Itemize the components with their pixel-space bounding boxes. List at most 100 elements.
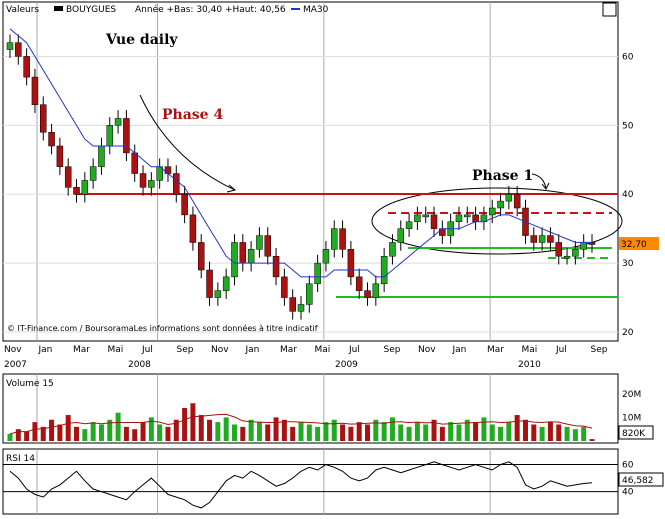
candle-body (355, 276, 363, 291)
volume-bar (381, 422, 387, 441)
month-tick-label: Mai (108, 345, 124, 355)
candle-body (339, 228, 346, 250)
volume-bar (49, 419, 55, 441)
phase4-arrow (139, 94, 236, 191)
volume-bar (240, 426, 246, 441)
candle-body (538, 235, 546, 243)
candle-body (106, 125, 114, 147)
volume-bar (215, 422, 221, 441)
volume-bar (406, 426, 412, 441)
volume-bar (547, 422, 553, 441)
header-label: Valeurs (6, 5, 39, 15)
volume-bar (223, 417, 229, 441)
last-price-badge (619, 237, 659, 250)
volume-last-value: 820K (622, 429, 646, 439)
ma-line-group (9, 28, 592, 278)
candle-body (139, 173, 147, 188)
month-tick-label: Sep (591, 345, 608, 355)
ma-swatch (291, 8, 300, 10)
phase1-arrowhead (541, 182, 550, 190)
header-stats: Année +Bas: 30,40 +Haut: 40,56 (135, 4, 286, 15)
phase1-arrow (531, 173, 547, 190)
candle-body (397, 228, 405, 243)
candle-body (23, 56, 30, 78)
volume-bar (431, 419, 437, 441)
volume-bar (456, 424, 462, 441)
candle-body (472, 214, 479, 223)
price-y-tick: 40 (622, 190, 634, 200)
volume-bar (290, 426, 296, 441)
volume-bar (373, 419, 379, 441)
candle-body (64, 166, 72, 188)
volume-bar (414, 422, 420, 441)
candle-body (505, 193, 513, 202)
header-ticker: BOUYGUES (66, 5, 116, 15)
phase1-ellipse (371, 187, 623, 255)
volume-bar (539, 426, 545, 441)
last-price-value: 32,70 (621, 240, 647, 250)
panel-toggle-button[interactable] (602, 2, 617, 17)
year-tick-label: 2007 (4, 360, 27, 370)
volume-bar (331, 419, 337, 441)
candle-body (40, 104, 47, 133)
candle-body (439, 228, 446, 236)
phase4-label: Phase 4 (162, 107, 223, 123)
volume-bar (389, 417, 395, 441)
price-y-tick: 20 (622, 328, 634, 338)
candle-body (15, 42, 22, 57)
phase4-arrowhead (226, 184, 237, 193)
volume-bar (198, 415, 204, 441)
rsi-title: RSI 14 (6, 454, 35, 464)
volume-bar (24, 431, 30, 441)
volume-bar (82, 429, 88, 441)
month-tick-label: Mar (487, 345, 504, 355)
candle-body (197, 242, 205, 271)
month-tick-label: Sep (384, 345, 401, 355)
candle-body (306, 283, 313, 305)
candle-body (347, 249, 355, 278)
candle-body (364, 290, 371, 298)
candle-body (222, 276, 230, 291)
volume-bar (57, 424, 63, 441)
volume-title: Volume 15 (6, 379, 54, 389)
volume-bar (173, 419, 179, 441)
header-ma-label: MA30 (303, 5, 329, 15)
candle-body (256, 235, 263, 250)
volume-bar (581, 426, 587, 441)
candle-body (114, 118, 122, 126)
volume-badge (618, 425, 654, 440)
ma30-line (9, 28, 592, 278)
candle-body (455, 214, 463, 223)
volume-bar (231, 424, 237, 441)
volume-bar (115, 412, 121, 441)
volume-bar (190, 403, 196, 441)
candle-body (164, 166, 172, 174)
volume-bar (522, 419, 528, 441)
candle-body (464, 214, 471, 218)
candle-body (322, 249, 330, 264)
candle-body (580, 242, 587, 250)
volume-bar (65, 415, 71, 441)
volume-bar (531, 424, 537, 441)
month-tick-label: Jan (452, 345, 467, 355)
volume-y-tick: 20M (622, 390, 641, 400)
year-tick-label: 2008 (128, 360, 151, 370)
month-tick-label: Mar (280, 345, 297, 355)
volume-bar (273, 417, 279, 441)
volume-bar (207, 419, 213, 441)
candle-body (380, 255, 388, 285)
volume-bar (564, 426, 570, 441)
volume-bar (132, 429, 138, 441)
candle-body (123, 118, 130, 154)
month-tick-label: Jul (348, 345, 360, 355)
rsi-badge (618, 472, 664, 487)
candle-body (6, 42, 14, 50)
volume-bar (40, 426, 46, 441)
candle-body (173, 173, 180, 195)
rsi-last-value: 46,582 (622, 476, 654, 486)
rsi-panel-frame (2, 448, 619, 515)
candle-body (272, 255, 280, 278)
volume-bar (248, 419, 254, 441)
volume-bar (348, 426, 354, 441)
